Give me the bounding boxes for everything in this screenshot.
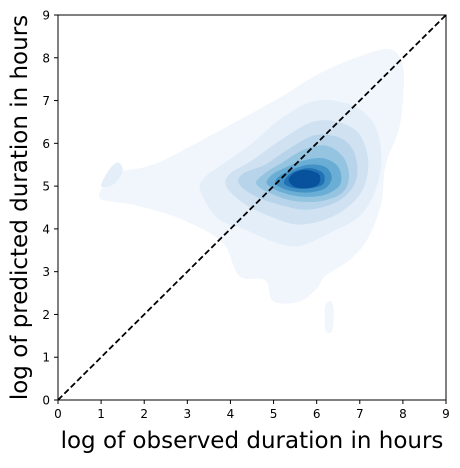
x-tick-label: 4 xyxy=(227,407,235,421)
y-tick-label: 4 xyxy=(42,222,50,236)
y-axis-label: log of predicted duration in hours xyxy=(7,15,33,400)
x-axis-ticks: 0 1 2 3 4 5 6 7 8 9 xyxy=(54,400,450,421)
y-tick-label: 7 xyxy=(42,94,50,108)
y-tick-label: 1 xyxy=(42,351,50,365)
x-tick-label: 7 xyxy=(356,407,364,421)
x-tick-label: 2 xyxy=(140,407,148,421)
x-axis-label: log of observed duration in hours xyxy=(61,428,444,454)
y-tick-label: 0 xyxy=(42,394,50,408)
density-contour-level-9 xyxy=(288,169,321,189)
plot-area xyxy=(57,14,447,401)
y-tick-label: 2 xyxy=(42,308,50,322)
x-tick-label: 1 xyxy=(97,407,105,421)
y-axis-ticks: 0 1 2 3 4 5 6 7 8 9 xyxy=(42,9,58,408)
y-tick-label: 3 xyxy=(42,265,50,279)
y-tick-label: 9 xyxy=(42,9,50,23)
plot-frame xyxy=(57,14,447,401)
y-tick-label: 8 xyxy=(42,51,50,65)
reference-diagonal-line xyxy=(57,14,447,401)
density-island-2 xyxy=(324,301,334,334)
x-tick-label: 8 xyxy=(399,407,407,421)
y-tick-label: 5 xyxy=(42,180,50,194)
density-island-1 xyxy=(101,162,123,188)
x-tick-label: 3 xyxy=(184,407,192,421)
x-tick-label: 9 xyxy=(442,407,450,421)
y-tick-label: 6 xyxy=(42,137,50,151)
x-tick-label: 5 xyxy=(270,407,278,421)
x-tick-label: 0 xyxy=(54,407,62,421)
x-tick-label: 6 xyxy=(313,407,321,421)
